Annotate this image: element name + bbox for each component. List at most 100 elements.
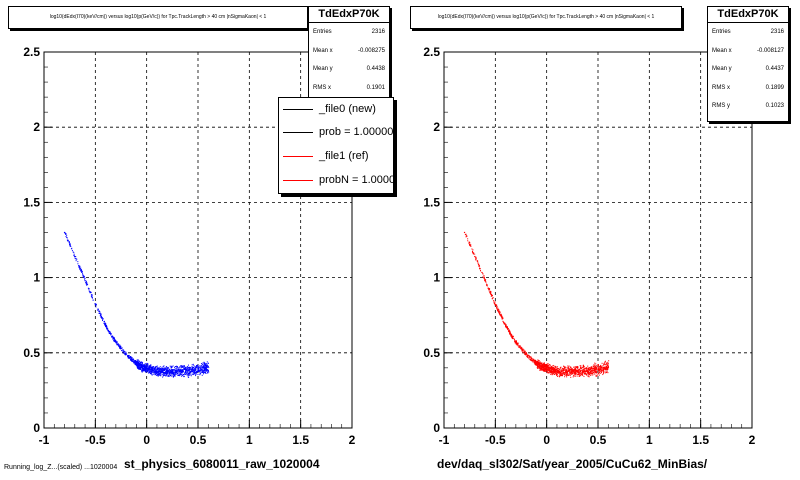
scatter-point: [596, 372, 598, 374]
stats-label: Entries: [313, 29, 332, 35]
scatter-point: [504, 322, 506, 324]
scatter-point: [106, 327, 108, 329]
scatter-point: [162, 368, 164, 370]
scatter-point: [576, 365, 578, 367]
scatter-point: [138, 360, 140, 362]
scatter-point: [75, 258, 77, 260]
scatter-point: [124, 350, 126, 352]
scatter-point: [104, 320, 106, 322]
scatter-point: [142, 368, 144, 370]
scatter-point: [603, 367, 605, 369]
scatter-point: [133, 359, 135, 361]
scatter-point: [551, 371, 553, 373]
scatter-point: [179, 372, 181, 374]
scatter-point: [576, 370, 578, 372]
scatter-point: [201, 368, 203, 370]
scatter-point: [179, 375, 181, 377]
scatter-point: [149, 372, 151, 374]
scatter-point: [87, 287, 89, 289]
scatter-point: [143, 369, 145, 371]
scatter-point: [198, 370, 200, 372]
scatter-point: [582, 365, 584, 367]
scatter-point: [182, 371, 184, 373]
scatter-point: [555, 372, 557, 374]
scatter-point: [151, 369, 153, 371]
scatter-point: [127, 357, 129, 359]
scatter-point: [543, 366, 545, 368]
scatter-point: [538, 361, 540, 363]
scatter-point: [489, 291, 491, 293]
scatter-point: [148, 372, 150, 374]
scatter-point: [206, 365, 208, 367]
scatter-point: [137, 359, 139, 361]
scatter-point: [531, 358, 533, 360]
scatter-point: [592, 368, 594, 370]
x-axis-title-right: dev/daq_sl302/Sat/year_2005/CuCu62_MinBi…: [437, 457, 708, 471]
scatter-point: [594, 372, 596, 374]
x-tick-label: 0: [543, 433, 550, 447]
scatter-point: [566, 373, 568, 375]
scatter-point: [136, 359, 138, 361]
scatter-point: [150, 367, 152, 369]
scatter-point: [542, 370, 544, 372]
scatter-point: [125, 351, 127, 353]
scatter-point: [489, 293, 491, 295]
scatter-point: [576, 375, 578, 377]
scatter-point: [134, 363, 136, 365]
legend-entry: probN = 1.000000: [279, 168, 393, 192]
scatter-point: [586, 371, 588, 373]
scatter-point: [179, 374, 181, 376]
scatter-point: [596, 369, 598, 371]
scatter-point: [73, 252, 75, 254]
scatter-point: [135, 364, 137, 366]
scatter-point: [183, 367, 185, 369]
scatter-point: [165, 375, 167, 377]
scatter-point: [177, 374, 179, 376]
scatter-point: [152, 369, 154, 371]
scatter-point: [204, 363, 206, 365]
scatter-point: [142, 364, 144, 366]
scatter-point: [185, 372, 187, 374]
scatter-point: [501, 316, 503, 318]
scatter-point: [119, 347, 121, 349]
scatter-point: [85, 283, 87, 285]
scatter-point: [136, 361, 138, 363]
scatter-point: [183, 365, 185, 367]
scatter-point: [606, 365, 608, 367]
scatter-point: [553, 371, 555, 373]
scatter-point: [573, 368, 575, 370]
scatter-point: [136, 364, 138, 366]
scatter-point: [79, 265, 81, 267]
scatter-point: [492, 297, 494, 299]
scatter-point: [597, 364, 599, 366]
scatter-point: [67, 239, 69, 241]
scatter-point: [572, 373, 574, 375]
scatter-point: [199, 370, 201, 372]
scatter-point: [604, 368, 606, 370]
scatter-point: [592, 368, 594, 370]
scatter-point: [206, 361, 208, 363]
scatter-point: [561, 374, 563, 376]
scatter-point: [597, 363, 599, 365]
scatter-point: [114, 339, 116, 341]
scatter-point: [205, 370, 207, 372]
scatter-point: [159, 369, 161, 371]
scatter-point: [173, 373, 175, 375]
scatter-point: [587, 371, 589, 373]
scatter-point: [88, 290, 90, 292]
scatter-point: [563, 370, 565, 372]
scatter-point: [549, 368, 551, 370]
scatter-point: [469, 243, 471, 245]
scatter-point: [526, 354, 528, 356]
scatter-point: [206, 363, 208, 365]
scatter-point: [580, 365, 582, 367]
scatter-point: [183, 369, 185, 371]
scatter-point: [202, 370, 204, 372]
scatter-point: [167, 371, 169, 373]
stats-value: 0.1023: [765, 103, 784, 109]
scatter-point: [182, 369, 184, 371]
stats-box-left: TdEdxP70K Entries 2316 Mean x -0.008275 …: [308, 6, 390, 104]
scatter-point: [160, 368, 162, 370]
scatter-point: [156, 368, 158, 370]
